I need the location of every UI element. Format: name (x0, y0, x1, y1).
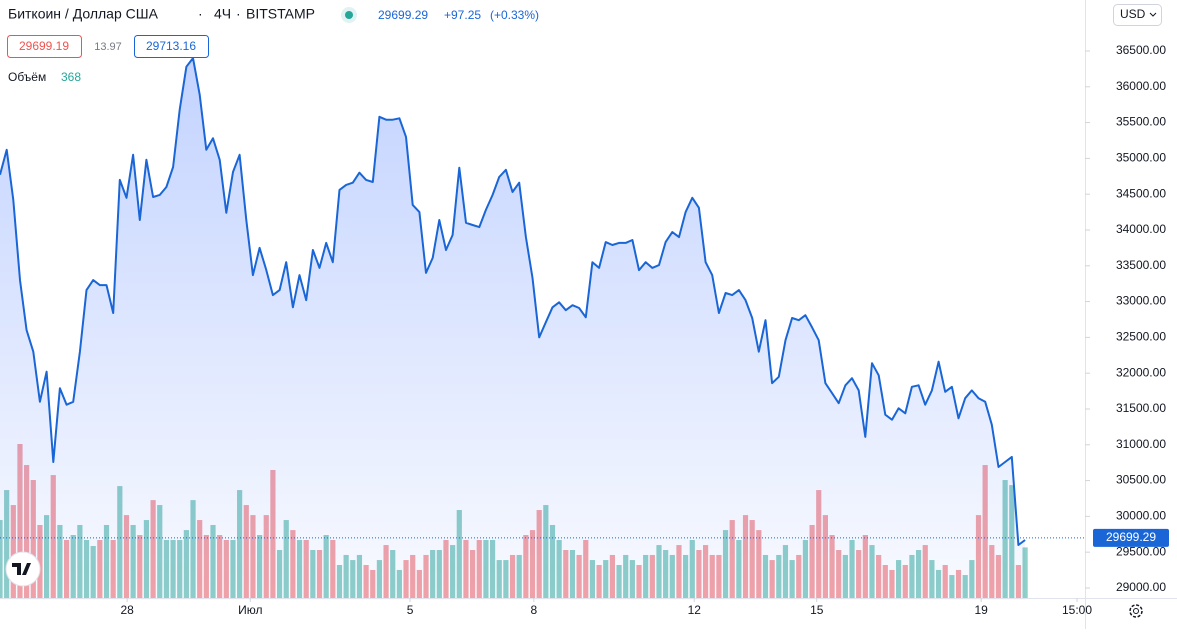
volume-label: Объём (8, 70, 46, 84)
x-tick-label: 15 (810, 603, 824, 617)
settings-icon-core (1133, 608, 1139, 614)
y-tick-label: 36000.00 (1116, 79, 1166, 93)
spread: 13.97 (94, 41, 122, 53)
interval: 4Ч (214, 6, 231, 22)
last-price: 29699.29 (378, 8, 428, 22)
logo-mark (12, 563, 31, 575)
bid-box[interactable] (7, 35, 82, 58)
y-tick-label: 30000.00 (1116, 509, 1166, 523)
y-tick-label: 29500.00 (1116, 544, 1166, 558)
x-tick-label: 12 (688, 603, 702, 617)
y-tick-label: 36500.00 (1116, 43, 1166, 57)
price-line (0, 57, 1026, 546)
y-tick-label: 35500.00 (1116, 115, 1166, 129)
symbol: Биткоин / Доллар США (8, 6, 159, 22)
x-tick-label: 5 (407, 603, 414, 617)
logo[interactable] (5, 551, 41, 587)
volume-value: 368 (61, 70, 81, 84)
exchange: BITSTAMP (246, 6, 315, 22)
y-tick-label: 33000.00 (1116, 294, 1166, 308)
ask: 29713.16 (146, 39, 196, 53)
ask-box[interactable] (134, 35, 209, 58)
y-tick-label: 35000.00 (1116, 151, 1166, 165)
last-price-tag (1093, 528, 1169, 547)
y-tick-label: 32500.00 (1116, 330, 1166, 344)
x-tick-label: 8 (531, 603, 538, 617)
sep: · (236, 6, 241, 22)
x-tick-label: 19 (974, 603, 988, 617)
status-dot (345, 11, 353, 19)
change-pct: (+0.33%) (490, 8, 539, 22)
dropdown-caret (1149, 12, 1157, 17)
currency: USD (1120, 7, 1146, 21)
x-tick-label: 15:00 (1062, 603, 1092, 617)
y-tick-label: 31500.00 (1116, 401, 1166, 415)
y-tick-label: 34500.00 (1116, 186, 1166, 200)
y-tick-label: 29000.00 (1116, 580, 1166, 594)
y-tick-label: 34000.00 (1116, 222, 1166, 236)
bid: 29699.19 (19, 39, 69, 53)
y-tick-label: 33500.00 (1116, 258, 1166, 272)
y-tick-label: 30500.00 (1116, 473, 1166, 487)
sep: · (198, 6, 203, 22)
area-fill (0, 58, 1026, 601)
y-tick-label: 31000.00 (1116, 437, 1166, 451)
change: +97.25 (444, 8, 481, 22)
y-tick-label: 32000.00 (1116, 365, 1166, 379)
currency-button[interactable] (1113, 4, 1162, 26)
plot-area (0, 57, 1028, 601)
last-price-label: 29699.29 (1106, 530, 1156, 544)
x-tick-label: 28 (120, 603, 134, 617)
settings-icon[interactable] (1129, 604, 1143, 618)
x-tick-label: Июл (238, 603, 262, 617)
